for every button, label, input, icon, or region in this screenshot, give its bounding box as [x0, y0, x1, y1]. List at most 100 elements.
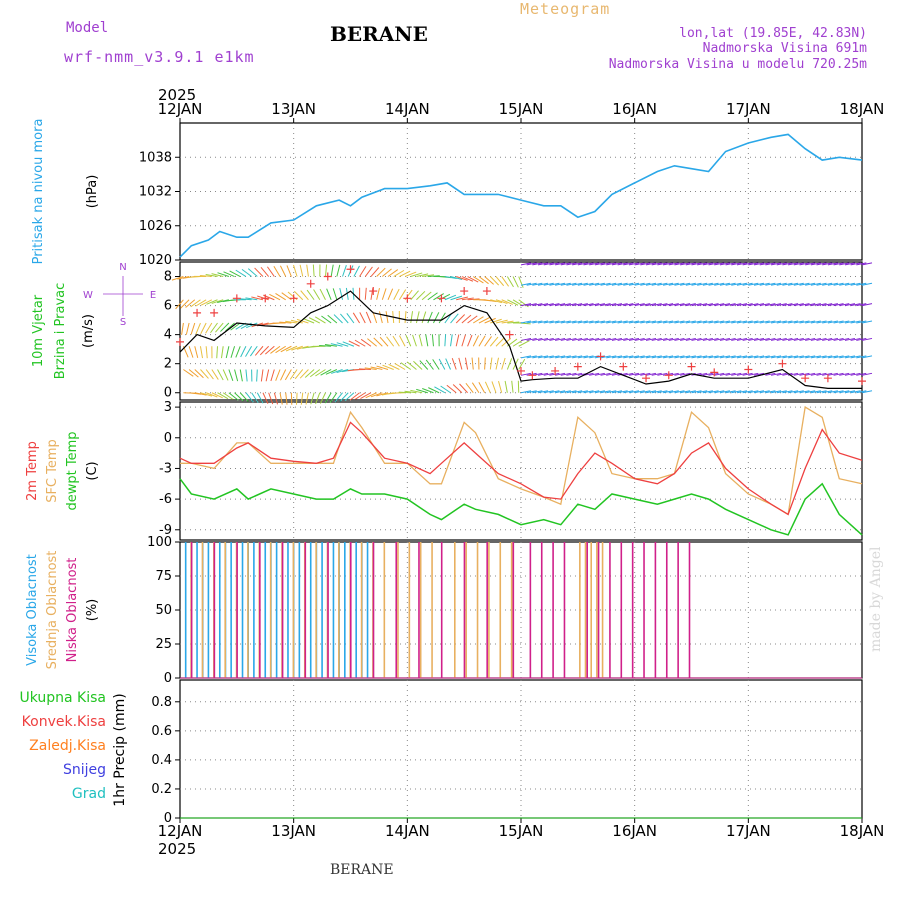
wind-arrow	[269, 293, 281, 301]
wind-arrow	[306, 289, 315, 301]
wind-arrow	[379, 336, 389, 347]
wind-arrow	[188, 369, 199, 378]
wind-arrow	[285, 392, 288, 405]
wind-arrow	[583, 303, 594, 307]
wind-arrow	[234, 392, 244, 402]
wind-arrow	[387, 288, 394, 300]
wind-arrow	[782, 390, 793, 394]
wind-gust-marker	[823, 374, 832, 383]
wind-arrow	[623, 337, 634, 341]
wind-arrow	[560, 320, 571, 324]
wind-arrow	[205, 369, 214, 380]
pressure-line	[179, 133, 863, 258]
wind-arrow	[782, 372, 793, 376]
wind-arrow	[645, 390, 657, 394]
wind-arrow	[674, 372, 685, 376]
wind-arrow	[833, 320, 844, 324]
day-label-top: 15JAN	[499, 100, 544, 118]
wind-arrow	[501, 357, 506, 370]
cloud-ytick-label: 25	[155, 637, 172, 652]
wind-arrow	[583, 262, 594, 266]
wind-arrow	[518, 322, 531, 325]
wind-arrow	[293, 290, 304, 301]
wind-arrow	[425, 334, 429, 347]
wind-arrow	[225, 322, 235, 332]
wind-arrow	[220, 346, 224, 359]
wind-arrow	[833, 390, 844, 394]
wind-arrow	[577, 337, 588, 341]
wind-arrow	[714, 303, 725, 307]
precip-ytick-label: 0.2	[151, 782, 172, 797]
wind-arrow	[549, 303, 560, 307]
wind-arrow	[254, 267, 264, 277]
wind-arrow	[725, 372, 736, 376]
wind-arrow	[294, 369, 304, 380]
wind-arrow	[856, 390, 867, 394]
wind-arrow	[594, 390, 605, 394]
wind-arrow	[438, 358, 446, 370]
wind-arrow	[210, 322, 218, 334]
wind-arrow	[501, 320, 514, 324]
wind-arrow	[549, 355, 560, 359]
wind-arrow	[589, 337, 600, 341]
wind-arrow	[685, 355, 696, 359]
wind-arrow	[611, 390, 623, 394]
wind-arrow	[526, 320, 537, 324]
wind-arrow	[495, 357, 500, 370]
wind-arrow	[333, 314, 343, 324]
wind-arrow	[319, 392, 326, 404]
wind-arrow	[589, 303, 600, 307]
wind-arrow	[822, 320, 833, 324]
wind-arrow	[239, 369, 243, 382]
compass-e: E	[150, 290, 156, 301]
wind-gust-marker	[687, 362, 696, 371]
wind-arrow	[805, 355, 816, 359]
day-label-bottom: 16JAN	[612, 822, 657, 840]
wind-arrow	[668, 337, 679, 341]
wind-arrow	[577, 390, 588, 394]
wind-arrow	[839, 372, 850, 376]
wind-arrow	[270, 369, 275, 382]
wind-gust-marker	[306, 279, 315, 288]
precip-legend-item: Ukupna Kisa	[19, 690, 106, 706]
wind-arrow	[239, 298, 252, 301]
wind-arrow	[606, 372, 617, 376]
wind-gust-marker	[210, 308, 219, 317]
wind-arrow	[431, 334, 434, 347]
wind-arrow	[850, 282, 861, 286]
wind-arrow	[810, 262, 821, 266]
wind-gust-marker	[482, 287, 491, 296]
wind-arrow	[685, 390, 696, 394]
temperature-ytick-label: -9	[159, 523, 172, 538]
wind-arrow	[719, 390, 731, 394]
wind-arrow	[736, 372, 748, 376]
wind-arrow	[339, 287, 344, 300]
page-title: BERANE	[330, 22, 428, 46]
wind-arrow	[467, 315, 478, 324]
wind-arrow	[617, 282, 628, 286]
wind-arrow	[657, 372, 668, 376]
wind-arrow	[822, 282, 833, 286]
elevation-label: Nadmorska Visina 691m	[702, 41, 867, 56]
wind-arrow	[697, 282, 708, 286]
wind-arrow	[776, 372, 787, 376]
wind-arrow	[776, 262, 787, 266]
wind-arrow	[856, 337, 867, 341]
wind-gust-marker	[193, 308, 202, 317]
wind-arrow	[467, 334, 473, 347]
wind-arrow	[251, 296, 264, 301]
wind-arrow	[438, 312, 446, 324]
wind-arrow	[662, 282, 674, 286]
wind-arrow	[714, 337, 725, 341]
wind-arrow	[805, 337, 816, 341]
wind-arrow	[600, 355, 611, 359]
wind-arrow	[765, 262, 776, 266]
wind-arrow	[577, 355, 588, 359]
wind-arrow	[440, 385, 451, 394]
wind-arrow	[714, 262, 725, 266]
wind-arrow	[674, 355, 685, 359]
precip-legend-item: Zaledj.Kisa	[29, 738, 106, 754]
wind-arrow	[200, 299, 213, 306]
wind-arrow	[628, 303, 640, 307]
